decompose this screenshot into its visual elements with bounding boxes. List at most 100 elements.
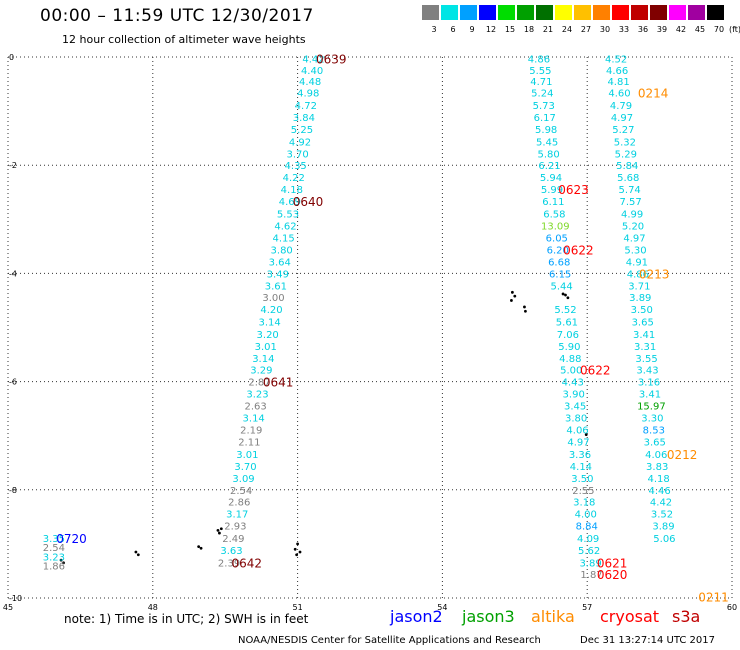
- wave-height-value: 3.49: [267, 269, 289, 280]
- wave-height-value: 3.23: [43, 552, 65, 563]
- wave-height-value: 5.32: [614, 137, 636, 148]
- x-tick-label: 60: [727, 603, 737, 612]
- wave-height-value: 2.87: [248, 378, 270, 389]
- wave-height-value: 3.43: [636, 366, 658, 377]
- island-marker: [510, 299, 513, 302]
- wave-height-value: 5.00: [560, 366, 582, 377]
- wave-height-value: 4.72: [295, 101, 317, 112]
- chart-subtitle: 12 hour collection of altimeter wave hei…: [62, 33, 306, 46]
- y-tick-label: -10: [9, 594, 22, 603]
- legend-bin-label: 27: [580, 25, 592, 34]
- wave-height-value: 3.20: [257, 330, 279, 341]
- x-tick-label: 51: [293, 603, 303, 612]
- wave-height-value: 3.31: [634, 342, 656, 353]
- wave-height-value: 4.91: [626, 257, 648, 268]
- wave-height-value: 5.62: [578, 546, 600, 557]
- wave-height-value: 4.86: [528, 55, 550, 66]
- island-marker: [199, 546, 203, 550]
- wave-height-value: 3.89: [579, 558, 601, 569]
- wave-height-value: 3.55: [635, 354, 657, 365]
- wave-height-value: 3.64: [269, 257, 291, 268]
- wave-height-value: 3.30: [641, 413, 663, 424]
- wave-height-value: 4.99: [621, 209, 643, 220]
- wave-height-value: 4.79: [610, 101, 632, 112]
- wave-height-value: 4.48: [299, 77, 321, 88]
- wave-height-value: 3.09: [232, 474, 254, 485]
- wave-height-value: 5.27: [612, 125, 634, 136]
- wave-height-value: 2.63: [244, 401, 266, 412]
- wave-height-value: 5.24: [531, 89, 553, 100]
- wave-height-value: 3.16: [638, 378, 660, 389]
- wave-height-value: 5.30: [624, 246, 646, 257]
- wave-height-value: 4.97: [623, 234, 645, 245]
- y-tick-label: 0: [9, 53, 14, 62]
- island-marker: [59, 558, 63, 562]
- wave-height-value: 4.06: [566, 426, 588, 437]
- wave-height-value: 3.65: [644, 438, 666, 449]
- wave-height-value: 15.97: [637, 401, 666, 412]
- wave-height-value: 3.17: [226, 510, 248, 521]
- wave-height-value: 3.50: [571, 474, 593, 485]
- legend-bin-label: 18: [523, 25, 535, 34]
- wave-height-value: 5.44: [550, 281, 572, 292]
- wave-height-value: 4.00: [575, 510, 597, 521]
- legend-bin-label: 70: [713, 25, 725, 34]
- wave-height-value: 3.01: [255, 342, 277, 353]
- wave-height-value: 2.54: [43, 543, 65, 554]
- legend-swatch: [536, 5, 553, 20]
- wave-height-value: 4.20: [260, 305, 282, 316]
- wave-height-value: 3.00: [262, 293, 284, 304]
- legend-bin-label: 9: [469, 25, 475, 34]
- island-marker: [298, 550, 302, 554]
- wave-height-value: 4.97: [611, 113, 633, 124]
- wave-height-value: 3.50: [631, 305, 653, 316]
- wave-height-value: 5.06: [653, 534, 675, 545]
- y-tick-label: -6: [9, 378, 17, 387]
- wave-height-value: 4.09: [577, 534, 599, 545]
- wave-height-value: 3.41: [633, 330, 655, 341]
- pass-time-label: 0212: [667, 448, 698, 462]
- wave-height-value: 4.62: [274, 221, 296, 232]
- wave-height-value: 3.14: [258, 318, 280, 329]
- wave-height-value: 5.20: [622, 221, 644, 232]
- wave-height-value: 5.74: [619, 185, 641, 196]
- island-marker: [513, 294, 517, 298]
- x-tick-label: 45: [3, 603, 13, 612]
- island-marker: [295, 553, 299, 557]
- wave-height-value: 2.86: [228, 498, 250, 509]
- wave-height-value: 3.29: [250, 366, 272, 377]
- island-marker: [564, 293, 567, 297]
- wave-height-value: 6.68: [548, 257, 570, 268]
- wave-height-value: 4.52: [605, 55, 627, 66]
- generated-timestamp: Dec 31 13:27:14 UTC 2017: [580, 635, 715, 646]
- legend-unit-label: (ft): [728, 25, 740, 34]
- legend-bin-label: 42: [675, 25, 687, 34]
- wave-height-value: 6.20: [547, 246, 569, 257]
- wave-height-value: 4.98: [297, 89, 319, 100]
- pass-time-label: 0622: [563, 244, 594, 258]
- y-tick-label: -8: [9, 486, 17, 495]
- pass-time-label: 0621: [597, 556, 628, 570]
- wave-height-value: 2.19: [240, 426, 262, 437]
- y-tick-label: -2: [9, 161, 17, 170]
- pass-time-label: 0214: [638, 87, 669, 101]
- wave-height-value: 13.09: [541, 221, 570, 232]
- legend-bin-label: 12: [485, 25, 497, 34]
- units-note: note: 1) Time is in UTC; 2) SWH is in fe…: [64, 612, 309, 626]
- legend-altika: altika: [531, 607, 575, 626]
- wave-height-value: 7.06: [557, 330, 579, 341]
- wave-height-value: 3.65: [632, 318, 654, 329]
- island-marker: [136, 553, 140, 557]
- wave-height-value: 5.80: [537, 149, 559, 160]
- pass-time-label: 0623: [558, 183, 589, 197]
- wave-height-value: 3.14: [243, 413, 265, 424]
- wave-height-value: 4.46: [648, 486, 670, 497]
- legend-swatch: [574, 5, 591, 20]
- wave-height-value: 3.80: [565, 413, 587, 424]
- legend-swatch: [555, 5, 572, 20]
- x-tick-label: 48: [148, 603, 158, 612]
- legend-bin-label: 6: [450, 25, 456, 34]
- legend-jason2: jason2: [390, 607, 443, 626]
- pass-time-label: 0720: [56, 532, 87, 546]
- wave-height-value: 5.52: [554, 305, 576, 316]
